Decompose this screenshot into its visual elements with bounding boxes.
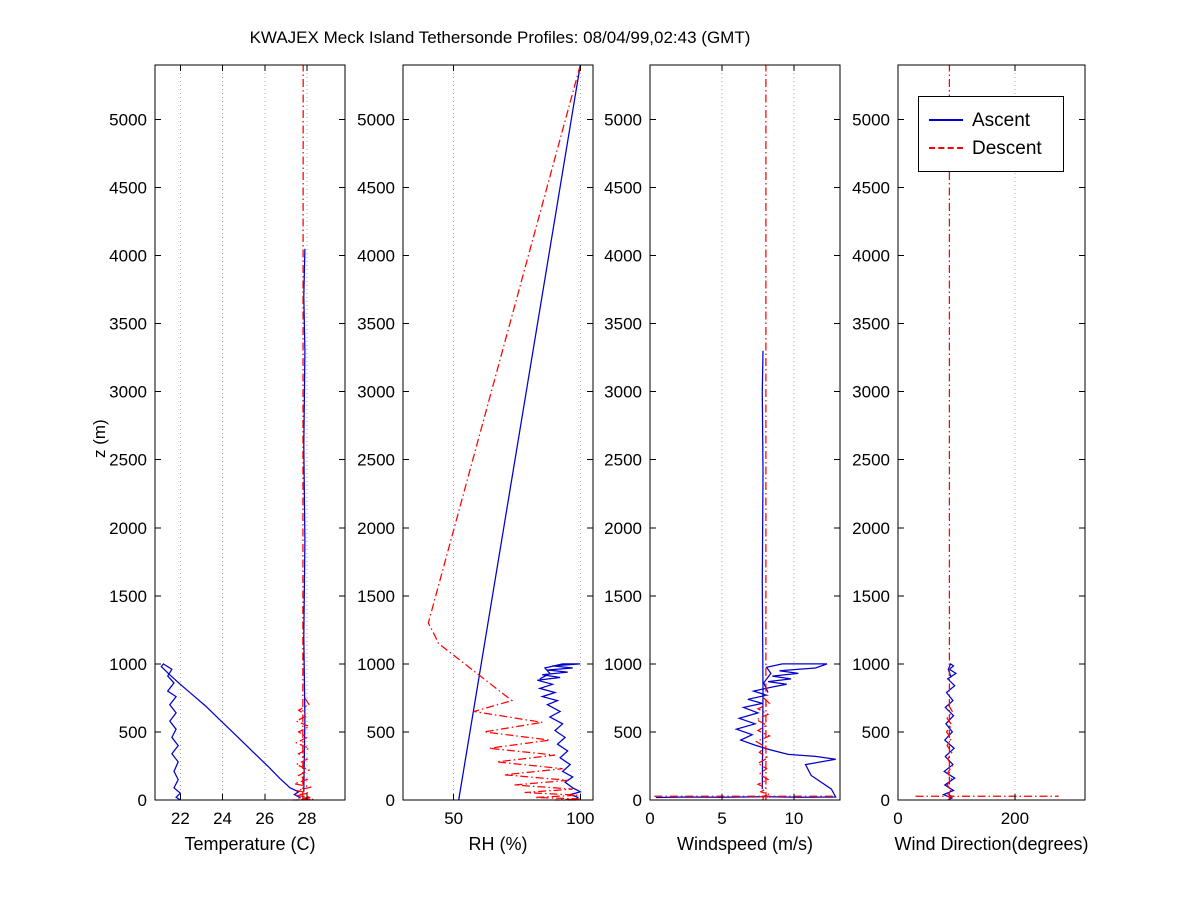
axis-border bbox=[154, 64, 346, 801]
y-tick-label: 2500 bbox=[604, 451, 642, 470]
rh-descent-line bbox=[427, 64, 581, 801]
y-tick-label: 0 bbox=[386, 791, 395, 810]
y-tick-label: 500 bbox=[614, 723, 642, 742]
y-tick-label: 4500 bbox=[852, 179, 890, 198]
y-tick-label: 4000 bbox=[604, 247, 642, 266]
y-tick-label: 2500 bbox=[109, 451, 147, 470]
x-tick-label: 5 bbox=[717, 809, 726, 828]
legend-entry-ascent: Ascent bbox=[929, 106, 1053, 134]
y-tick-label: 4000 bbox=[357, 247, 395, 266]
y-tick-label: 1500 bbox=[604, 587, 642, 606]
y-tick-label: 0 bbox=[881, 791, 890, 810]
windspeed-plot: 0 5 10 0 500 1000 1500 2000 2500 3000 3500 4000 4500… bbox=[604, 64, 841, 854]
y-tick-label: 3500 bbox=[604, 315, 642, 334]
legend: Ascent Descent bbox=[918, 96, 1064, 172]
y-tick-label: 1500 bbox=[357, 587, 395, 606]
y-tick-label: 5000 bbox=[852, 110, 890, 129]
descent-line-sample bbox=[929, 147, 963, 149]
y-tick-label: 500 bbox=[862, 723, 890, 742]
y-tick-label: 0 bbox=[633, 791, 642, 810]
panel-windspeed: 0 5 10 0 500 1000 1500 2000 2500 3000 3500 4000 4500… bbox=[592, 53, 854, 863]
panel-temperature: 22 24 26 28 0 500 1000 1500 2000 2500 3000 3500 4000… bbox=[97, 53, 359, 863]
y-tick-label: 2500 bbox=[852, 451, 890, 470]
y-tick-label: 2000 bbox=[357, 519, 395, 538]
windspeed-ascent-line bbox=[655, 663, 837, 799]
y-tick-label: 1000 bbox=[852, 655, 890, 674]
legend-label-descent: Descent bbox=[972, 137, 1042, 159]
x-tick-label: 100 bbox=[566, 809, 594, 828]
legend-entry-descent: Descent bbox=[929, 134, 1053, 162]
y-tick-label: 0 bbox=[138, 791, 147, 810]
winddirection-plot: 0 200050010001500200025003000350040004500… bbox=[852, 64, 1089, 854]
y-tick-label: 1500 bbox=[109, 587, 147, 606]
axis-border bbox=[897, 64, 1086, 801]
y-tick-label: 2000 bbox=[604, 519, 642, 538]
x-tick-label: 0 bbox=[893, 809, 902, 828]
y-tick-label: 3000 bbox=[604, 383, 642, 402]
y-tick-label: 1000 bbox=[109, 655, 147, 674]
y-tick-label: 3000 bbox=[852, 383, 890, 402]
y-tick-label: 2500 bbox=[357, 451, 395, 470]
x-tick-label: 0 bbox=[645, 809, 654, 828]
y-tick-label: 500 bbox=[119, 723, 147, 742]
y-tick-label: 5000 bbox=[109, 110, 147, 129]
temperature-descent-line bbox=[291, 697, 314, 801]
x-tick-label: 24 bbox=[213, 809, 232, 828]
y-tick-label: 1500 bbox=[852, 587, 890, 606]
x-tick-label: 22 bbox=[171, 809, 190, 828]
windspeed-ascent-line bbox=[761, 350, 764, 790]
temperature-ascent-line bbox=[303, 248, 306, 792]
panel-wind-direction: 0 200 0 500 1000 1500 2000 2500 3000 3500 4000 4500… bbox=[840, 53, 1099, 863]
panel-rh: 50 100 0 500 1000 1500 2000 2500 3000 3500 4000 450… bbox=[345, 53, 607, 863]
x-tick-label: 10 bbox=[784, 809, 803, 828]
y-tick-label: 2000 bbox=[109, 519, 147, 538]
y-tick-label: 3500 bbox=[357, 315, 395, 334]
x-axis-label: RH (%) bbox=[469, 834, 528, 854]
y-tick-label: 3000 bbox=[357, 383, 395, 402]
x-axis-label: Windspeed (m/s) bbox=[677, 834, 813, 854]
axis-border bbox=[402, 64, 594, 801]
rh-ascent-line bbox=[537, 663, 582, 801]
y-tick-label: 4000 bbox=[109, 247, 147, 266]
y-tick-label: 4500 bbox=[604, 179, 642, 198]
y-tick-label: 4500 bbox=[357, 179, 395, 198]
x-tick-label: 50 bbox=[444, 809, 463, 828]
y-tick-label: 2000 bbox=[852, 519, 890, 538]
ascent-line-sample bbox=[929, 119, 963, 121]
y-tick-label: 500 bbox=[367, 723, 395, 742]
y-tick-label: 5000 bbox=[357, 110, 395, 129]
windspeed-descent-line bbox=[755, 697, 772, 801]
rh-ascent-line bbox=[458, 64, 581, 801]
y-tick-label: 1000 bbox=[357, 655, 395, 674]
y-tick-label: 3500 bbox=[852, 315, 890, 334]
x-tick-label: 26 bbox=[255, 809, 274, 828]
x-tick-label: 200 bbox=[1001, 809, 1029, 828]
temperature-ascent-line bbox=[160, 663, 301, 801]
x-axis-label: Temperature (C) bbox=[184, 834, 315, 854]
rh-plot: 50 10005001000150020002500300035004000450… bbox=[357, 64, 595, 854]
axis-border bbox=[649, 64, 841, 801]
y-tick-label: 1000 bbox=[604, 655, 642, 674]
y-tick-label: 4500 bbox=[109, 179, 147, 198]
figure-title: KWAJEX Meck Island Tethersonde Profiles:… bbox=[249, 28, 751, 47]
y-tick-label: 3500 bbox=[109, 315, 147, 334]
legend-label-ascent: Ascent bbox=[972, 109, 1031, 131]
y-tick-label: 5000 bbox=[604, 110, 642, 129]
temperature-plot: 22 24 26 28 0 500 1000 1500 2000 2500 3000 3500 4000… bbox=[109, 64, 346, 854]
y-tick-label: 4000 bbox=[852, 247, 890, 266]
y-tick-label: 3000 bbox=[109, 383, 147, 402]
x-tick-label: 28 bbox=[298, 809, 317, 828]
x-axis-label: Wind Direction(degrees) bbox=[894, 834, 1088, 854]
winddirection-descent-line bbox=[945, 704, 954, 801]
